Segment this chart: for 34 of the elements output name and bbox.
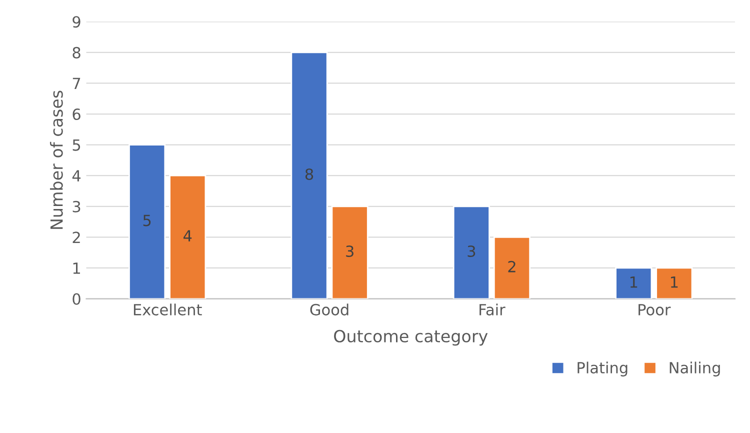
legend-label: Nailing	[670, 362, 720, 376]
bar	[615, 267, 652, 299]
legend-label: Plating	[578, 362, 628, 376]
y-axis-title: Number of cases	[50, 90, 63, 229]
bar	[493, 236, 531, 299]
data-label: 8	[305, 168, 314, 180]
bar	[656, 267, 693, 299]
y-tick-label: 5	[72, 139, 80, 151]
y-tick-label: 9	[72, 16, 80, 28]
data-label: 3	[346, 245, 354, 258]
y-tick-label: 3	[72, 200, 80, 212]
y-tick-label: 8	[72, 46, 80, 58]
bar	[128, 144, 166, 299]
data-label: 1	[671, 276, 678, 288]
x-tick-label: Excellent	[134, 304, 202, 316]
bar	[452, 206, 490, 299]
y-tick-label: 4	[72, 170, 81, 182]
bar	[169, 174, 206, 299]
data-label: 1	[630, 276, 638, 288]
data-label: 4	[184, 230, 192, 242]
x-tick-label: Poor	[638, 304, 671, 316]
data-label: 5	[143, 214, 151, 226]
data-label: 3	[468, 245, 476, 258]
x-axis-title: Outcome category	[334, 330, 488, 346]
y-tick-label: 2	[72, 232, 80, 243]
data-label: 2	[508, 260, 516, 272]
y-tick-label: 1	[73, 262, 80, 274]
y-tick-label: 6	[72, 108, 80, 120]
bar	[290, 52, 328, 299]
bar	[331, 206, 368, 299]
y-tick-label: 0	[72, 293, 80, 305]
x-tick-label: Fair	[480, 304, 506, 316]
y-tick-label: 7	[72, 78, 80, 90]
x-tick-label: Good	[310, 304, 348, 316]
